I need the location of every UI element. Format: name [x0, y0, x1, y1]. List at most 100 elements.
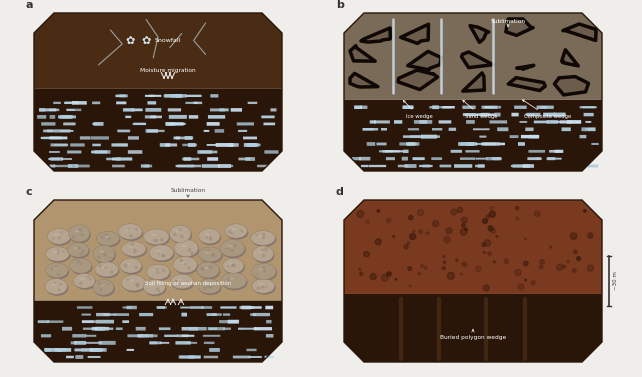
Ellipse shape	[156, 250, 162, 252]
FancyBboxPatch shape	[230, 108, 242, 112]
Ellipse shape	[48, 228, 71, 244]
FancyBboxPatch shape	[119, 94, 128, 97]
Circle shape	[83, 250, 85, 252]
FancyBboxPatch shape	[480, 136, 487, 138]
FancyBboxPatch shape	[432, 106, 439, 109]
FancyBboxPatch shape	[494, 113, 501, 116]
Circle shape	[130, 235, 132, 238]
FancyBboxPatch shape	[588, 165, 596, 167]
Circle shape	[433, 221, 438, 227]
Circle shape	[525, 238, 526, 240]
Circle shape	[98, 283, 101, 285]
Ellipse shape	[99, 284, 104, 287]
FancyBboxPatch shape	[458, 142, 471, 146]
Text: ~30 m: ~30 m	[613, 271, 618, 290]
FancyBboxPatch shape	[243, 136, 257, 139]
FancyBboxPatch shape	[511, 165, 527, 167]
Text: c: c	[26, 187, 33, 197]
Ellipse shape	[74, 230, 80, 233]
FancyBboxPatch shape	[112, 165, 125, 167]
FancyBboxPatch shape	[146, 129, 158, 133]
Circle shape	[157, 272, 159, 273]
FancyBboxPatch shape	[92, 144, 101, 146]
Circle shape	[87, 276, 89, 277]
FancyBboxPatch shape	[180, 307, 190, 308]
FancyBboxPatch shape	[93, 348, 107, 352]
Circle shape	[377, 210, 379, 212]
FancyBboxPatch shape	[537, 106, 554, 109]
FancyBboxPatch shape	[489, 120, 507, 124]
Circle shape	[126, 279, 129, 280]
Circle shape	[207, 249, 209, 251]
FancyBboxPatch shape	[150, 116, 162, 118]
FancyBboxPatch shape	[62, 327, 72, 331]
FancyBboxPatch shape	[182, 144, 197, 146]
Ellipse shape	[171, 276, 195, 290]
Ellipse shape	[94, 247, 116, 264]
FancyBboxPatch shape	[75, 349, 90, 351]
FancyBboxPatch shape	[419, 120, 427, 124]
FancyBboxPatch shape	[54, 129, 71, 133]
Ellipse shape	[198, 247, 222, 262]
FancyBboxPatch shape	[149, 95, 155, 97]
FancyBboxPatch shape	[460, 158, 475, 160]
FancyBboxPatch shape	[101, 328, 114, 330]
Ellipse shape	[258, 283, 264, 285]
Ellipse shape	[200, 248, 223, 263]
FancyBboxPatch shape	[177, 334, 189, 337]
FancyBboxPatch shape	[465, 113, 483, 116]
FancyBboxPatch shape	[37, 115, 46, 119]
FancyBboxPatch shape	[43, 130, 54, 132]
FancyBboxPatch shape	[141, 164, 150, 168]
Ellipse shape	[148, 266, 171, 281]
FancyBboxPatch shape	[134, 123, 146, 125]
FancyBboxPatch shape	[265, 150, 279, 154]
FancyBboxPatch shape	[54, 144, 68, 146]
FancyBboxPatch shape	[168, 123, 184, 125]
FancyBboxPatch shape	[216, 143, 234, 147]
FancyBboxPatch shape	[194, 102, 202, 104]
FancyBboxPatch shape	[137, 334, 149, 337]
FancyBboxPatch shape	[584, 113, 594, 116]
FancyBboxPatch shape	[363, 128, 378, 130]
FancyBboxPatch shape	[250, 313, 256, 316]
FancyBboxPatch shape	[257, 165, 268, 167]
FancyBboxPatch shape	[82, 348, 100, 352]
Ellipse shape	[67, 243, 89, 257]
Text: b: b	[336, 0, 344, 10]
Ellipse shape	[80, 278, 85, 280]
Circle shape	[162, 269, 165, 272]
Polygon shape	[508, 78, 545, 90]
FancyBboxPatch shape	[68, 164, 78, 168]
FancyBboxPatch shape	[76, 165, 90, 167]
Ellipse shape	[101, 266, 107, 268]
FancyBboxPatch shape	[361, 165, 369, 167]
FancyBboxPatch shape	[587, 165, 598, 167]
FancyBboxPatch shape	[164, 95, 180, 97]
Ellipse shape	[231, 228, 237, 230]
Circle shape	[179, 229, 181, 231]
FancyBboxPatch shape	[90, 348, 102, 352]
Circle shape	[229, 230, 231, 233]
FancyBboxPatch shape	[229, 143, 239, 147]
Circle shape	[76, 260, 80, 263]
Circle shape	[532, 281, 535, 285]
FancyBboxPatch shape	[189, 115, 198, 119]
FancyBboxPatch shape	[128, 150, 143, 154]
FancyBboxPatch shape	[249, 143, 256, 147]
Circle shape	[175, 281, 177, 282]
Ellipse shape	[103, 236, 108, 238]
FancyBboxPatch shape	[207, 313, 217, 316]
Ellipse shape	[171, 227, 192, 244]
FancyBboxPatch shape	[148, 130, 164, 132]
FancyBboxPatch shape	[363, 128, 374, 130]
Circle shape	[109, 257, 110, 258]
FancyBboxPatch shape	[61, 158, 72, 160]
Polygon shape	[350, 46, 375, 61]
FancyBboxPatch shape	[383, 150, 388, 152]
FancyBboxPatch shape	[449, 128, 456, 131]
Circle shape	[408, 267, 412, 271]
Circle shape	[446, 228, 452, 234]
FancyBboxPatch shape	[75, 355, 83, 359]
FancyBboxPatch shape	[92, 327, 109, 331]
